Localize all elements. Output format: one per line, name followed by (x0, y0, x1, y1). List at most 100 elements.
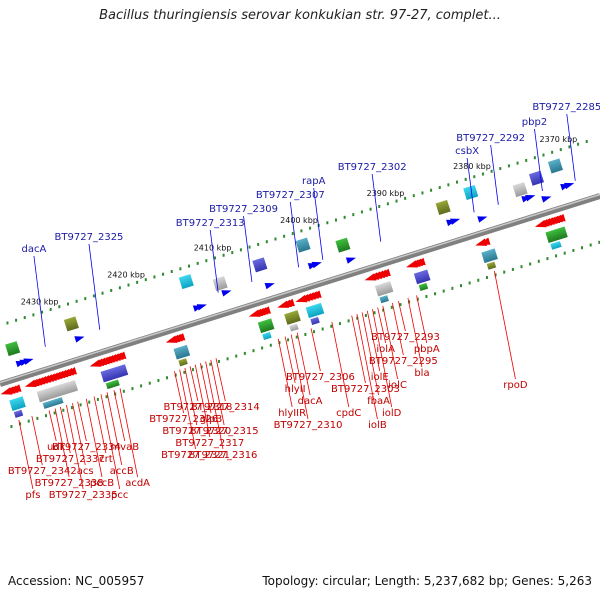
reverse-leader-line (18, 419, 34, 490)
reverse-leader-line (189, 366, 199, 402)
tick-dot-upper (283, 234, 286, 238)
tick-dot-lower (252, 349, 255, 353)
reverse-leader-line (416, 295, 428, 344)
reverse-block (481, 248, 498, 264)
reverse-leader-line (290, 334, 309, 420)
tick-dot-lower (537, 259, 540, 263)
tick-dot-lower (70, 406, 73, 410)
tick-dot-upper (291, 232, 294, 236)
tick-dot-upper (507, 164, 510, 168)
tick-dot-upper (205, 259, 208, 263)
tick-dot-lower (434, 292, 437, 296)
tick-dot-lower (269, 343, 272, 347)
tick-dot-lower (62, 408, 65, 412)
tick-dot-upper (309, 226, 312, 230)
tick-dot-upper (49, 307, 52, 311)
tick-dot-lower (261, 346, 264, 350)
tick-dot-upper (23, 316, 26, 320)
tick-dot-upper (144, 278, 147, 282)
reverse-gene-label: udk (47, 442, 66, 453)
tick-dot-upper (248, 245, 251, 249)
forward-leader-line (209, 229, 219, 293)
tick-dot-upper (533, 156, 536, 160)
reverse-arrow-group-5 (259, 306, 271, 314)
tick-dot-upper (551, 150, 554, 154)
reverse-leader-line (205, 361, 224, 450)
forward-gene-label: BT9727_2313 (176, 218, 245, 229)
tick-dot-upper (456, 180, 459, 184)
forward-block (547, 158, 563, 174)
tick-dot-upper (41, 310, 44, 314)
reverse-leader-line (296, 332, 311, 396)
forward-leader-line (371, 173, 382, 242)
tick-dot-lower (442, 289, 445, 293)
forward-block (178, 274, 194, 290)
tick-dot-upper (447, 183, 450, 187)
tick-dot-lower (338, 322, 341, 326)
tick-dot-upper (222, 253, 225, 257)
tick-dot-lower (131, 387, 134, 391)
forward-gene-label: rapA (302, 176, 326, 187)
tick-dot-upper (162, 272, 165, 276)
reverse-gene-label: hlyIIR (278, 408, 306, 419)
forward-block (295, 237, 311, 253)
reverse-gene-label: BT9727_2315 (190, 426, 259, 437)
reverse-gene-label: BT9727_2293 (371, 332, 440, 343)
tick-dot-lower (572, 248, 575, 252)
reverse-gene-labels: pfsBT9727_2342udkBT9727_2338BT9727_2337B… (8, 270, 528, 501)
tick-dot-upper (66, 302, 69, 306)
forward-block (63, 316, 79, 332)
reverse-gene-label: accB (110, 466, 134, 477)
reverse-gene-label: BT9727_2310 (274, 420, 343, 431)
reverse-gene-label: iolE (371, 372, 389, 383)
tick-label: 2390 kbp (367, 189, 405, 198)
reverse-gene-label: BT9727_2321 (161, 450, 230, 461)
tick-dot-lower (19, 422, 22, 426)
reverse-gene-label: BT9727_2314 (191, 402, 260, 413)
tick-dot-lower (451, 286, 454, 290)
tick-dot-lower (45, 414, 48, 418)
tick-dot-upper (386, 202, 389, 206)
reverse-arrow-group-7 (309, 290, 322, 298)
reverse-leader-line (366, 310, 381, 372)
tick-dot-lower (88, 400, 91, 404)
tick-dot-lower (425, 295, 428, 299)
tick-dot-lower (166, 376, 169, 380)
tick-label: 2400 kbp (280, 216, 318, 225)
forward-leader-line (490, 144, 499, 205)
forward-gene-label: BT9727_2309 (209, 204, 278, 215)
tick-dot-lower (122, 389, 125, 393)
reverse-arrow-group-8 (379, 268, 391, 277)
tick-dot-upper (101, 291, 104, 295)
forward-block (435, 199, 451, 215)
tick-dot-lower (304, 332, 307, 336)
reverse-block (545, 226, 568, 243)
tick-dot-upper (516, 161, 519, 165)
forward-arrow-5 (264, 282, 275, 290)
reverse-block (289, 323, 299, 332)
reverse-gene-label: acdA (125, 478, 150, 489)
tick-dot-lower (105, 395, 108, 399)
tick-dot-upper (170, 270, 173, 274)
reverse-leader-line (54, 408, 70, 478)
reverse-leader-line (210, 359, 225, 426)
forward-arrow-4 (221, 290, 232, 297)
tick-dot-lower (140, 384, 143, 388)
tick-dot-upper (32, 313, 35, 317)
reverse-arrow-group-11 (553, 213, 566, 222)
tick-dot-upper (188, 264, 191, 268)
reverse-block (173, 344, 191, 360)
reverse-leader-line (391, 302, 404, 356)
reverse-leader-line (277, 338, 293, 408)
tick-dot-lower (382, 308, 385, 312)
tick-dot-lower (364, 313, 367, 317)
tick-dot-lower (79, 403, 82, 407)
forward-arrow-group-1 (23, 358, 34, 365)
reverse-gene-label: BT9727_2342 (8, 466, 77, 477)
reverse-gene-label: cpdC (336, 408, 361, 419)
reverse-gene-label: acs (77, 466, 94, 477)
reverse-leader-line (113, 390, 126, 442)
tick-dot-upper (585, 139, 588, 143)
forward-arrow-10 (525, 195, 536, 202)
